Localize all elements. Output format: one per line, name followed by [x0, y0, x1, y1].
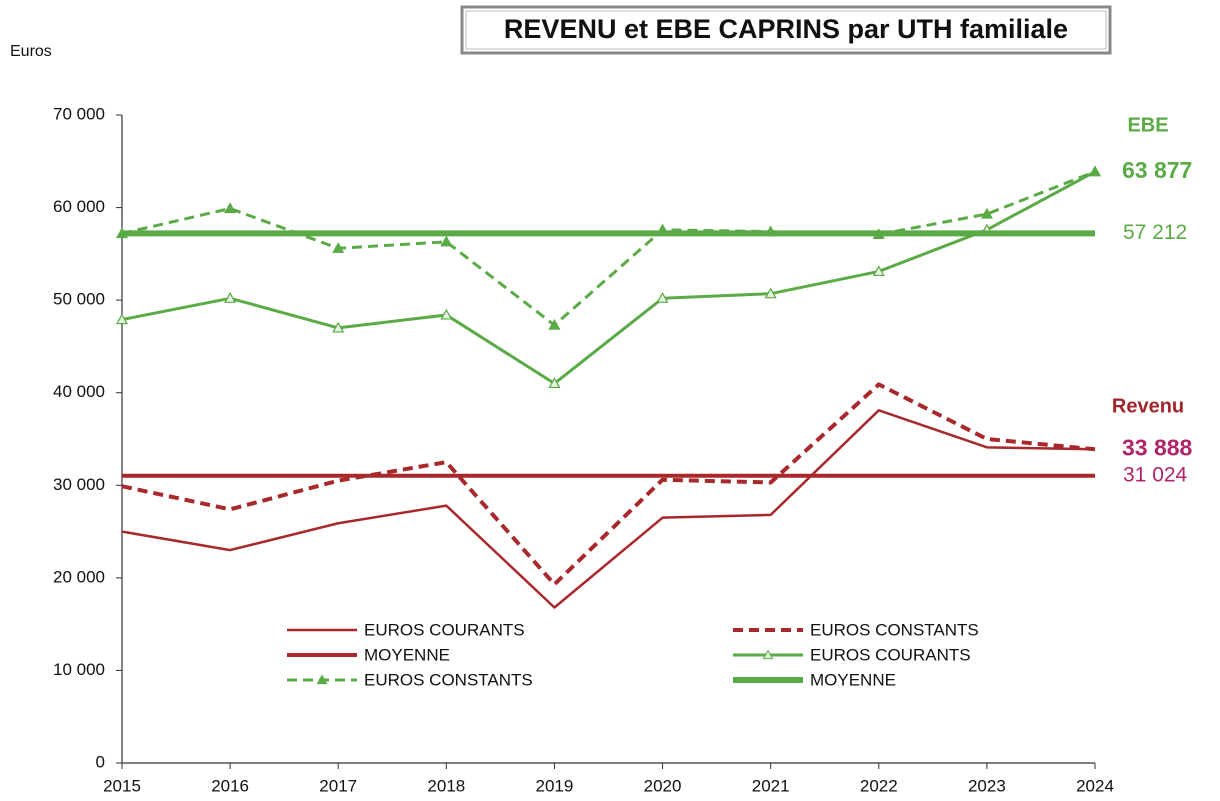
- x-tick-label: 2019: [536, 776, 574, 795]
- marker: [440, 235, 453, 247]
- legend-label: MOYENNE: [810, 670, 896, 689]
- legend-label: EUROS COURANTS: [364, 620, 525, 639]
- series-line: [121, 382, 1096, 587]
- marker: [440, 308, 453, 320]
- marker: [224, 292, 237, 303]
- chart-title: REVENU et EBE CAPRINS par UTH familiale: [504, 14, 1068, 44]
- x-tick-label: 2015: [103, 776, 141, 795]
- y-tick-label: 0: [96, 752, 105, 771]
- y-tick-label: 60 000: [53, 197, 105, 216]
- marker: [332, 242, 345, 253]
- legend-marker: [316, 674, 328, 685]
- x-tick-label: 2018: [427, 776, 465, 795]
- series-line: [121, 170, 1096, 385]
- legend-label: EUROS CONSTANTS: [810, 620, 979, 639]
- y-tick-label: 40 000: [53, 382, 105, 401]
- marker: [1088, 165, 1102, 177]
- annotation-heading: EBE: [1127, 114, 1168, 136]
- x-tick-label: 2016: [211, 776, 249, 795]
- x-tick-label: 2021: [752, 776, 790, 795]
- y-tick-label: 30 000: [53, 475, 105, 494]
- marker: [224, 202, 237, 214]
- y-tick-label: 20 000: [53, 567, 105, 586]
- y-axis-label: Euros: [10, 43, 52, 60]
- marker: [656, 292, 669, 303]
- annotation-value: 31 024: [1123, 463, 1188, 486]
- marker: [764, 287, 777, 299]
- title-box-inner: [465, 10, 1107, 50]
- legend-label: MOYENNE: [364, 645, 450, 664]
- series-line: [121, 170, 1096, 327]
- annotation-value: 63 877: [1122, 157, 1192, 183]
- series-line: [121, 409, 1096, 609]
- marker: [548, 377, 561, 389]
- annotation-value: 33 888: [1122, 434, 1193, 460]
- x-tick-label: 2020: [644, 776, 682, 795]
- y-tick-label: 70 000: [53, 104, 105, 123]
- marker: [548, 318, 561, 330]
- x-tick-label: 2022: [860, 776, 898, 795]
- legend-marker: [762, 649, 774, 660]
- legend-label: EUROS COURANTS: [810, 645, 971, 664]
- marker: [872, 265, 885, 277]
- y-tick-label: 10 000: [53, 660, 105, 679]
- x-tick-label: 2024: [1076, 776, 1114, 795]
- annotation-value: 57 212: [1123, 221, 1187, 244]
- legend-label: EUROS CONSTANTS: [364, 670, 533, 689]
- marker: [332, 321, 345, 333]
- title-box: [460, 5, 1112, 55]
- x-tick-label: 2017: [319, 776, 357, 795]
- marker: [980, 207, 993, 219]
- marker: [115, 313, 129, 325]
- annotation-heading: Revenu: [1112, 395, 1184, 417]
- x-tick-label: 2023: [968, 776, 1006, 795]
- y-tick-label: 50 000: [53, 290, 105, 309]
